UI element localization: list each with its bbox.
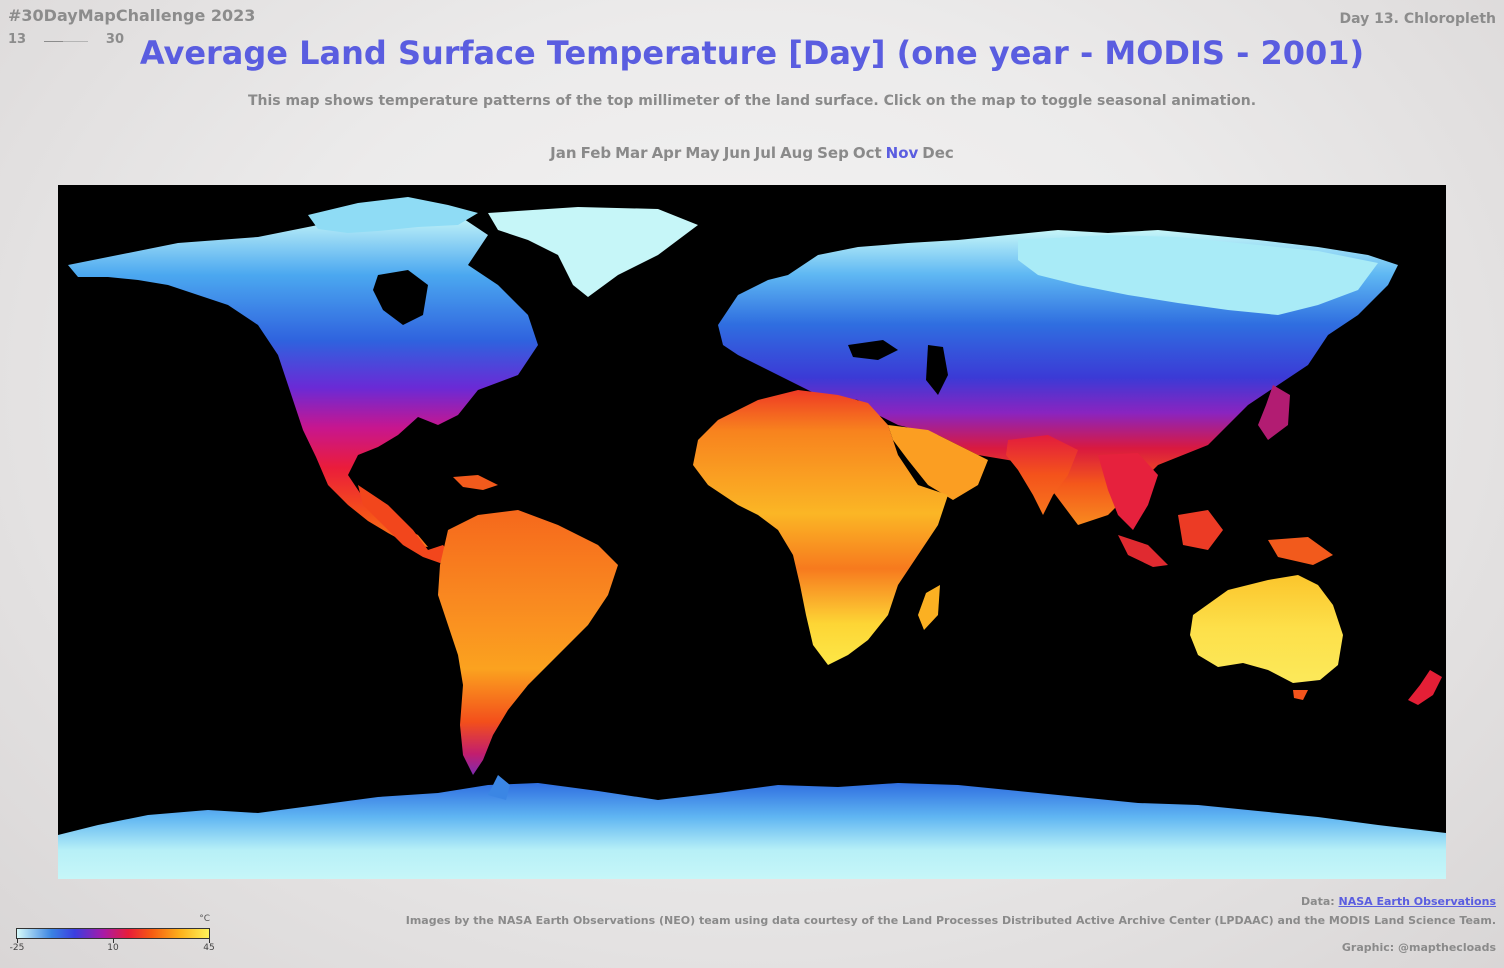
- siberia: [1018, 235, 1378, 315]
- month-jul[interactable]: Jul: [754, 144, 777, 162]
- sumatra: [1118, 535, 1168, 567]
- australia: [1190, 575, 1343, 683]
- legend-bar: [16, 928, 210, 939]
- month-jan[interactable]: Jan: [550, 144, 577, 162]
- legend-label-min: -25: [9, 943, 25, 953]
- africa: [693, 390, 948, 665]
- caspian-sea: [926, 345, 948, 395]
- month-mar[interactable]: Mar: [615, 144, 648, 162]
- legend-unit: °C: [199, 914, 210, 924]
- progress-fill: [44, 41, 64, 42]
- data-source-link[interactable]: NASA Earth Observations: [1338, 895, 1496, 908]
- new-guinea: [1268, 537, 1333, 565]
- month-oct[interactable]: Oct: [852, 144, 882, 162]
- caribbean: [453, 475, 498, 490]
- legend-tick-mid: [113, 939, 114, 943]
- arabia: [888, 425, 988, 500]
- month-aug[interactable]: Aug: [780, 144, 814, 162]
- hudson-bay: [373, 270, 428, 325]
- india: [1006, 435, 1078, 515]
- month-sep[interactable]: Sep: [817, 144, 849, 162]
- madagascar: [918, 585, 940, 630]
- central-america: [358, 485, 453, 563]
- month-dec[interactable]: Dec: [922, 144, 954, 162]
- legend-label-mid: 10: [107, 943, 119, 953]
- day-label: Day 13. Chloropleth: [1339, 11, 1496, 27]
- legend-tick-max: [209, 939, 210, 943]
- japan: [1258, 385, 1290, 440]
- progress-current: 13: [8, 32, 27, 47]
- borneo: [1178, 510, 1223, 550]
- legend-label-max: 45: [203, 943, 215, 953]
- world-map-svg: [58, 185, 1446, 879]
- progress-indicator: 13 30: [8, 32, 124, 50]
- progress-track: [44, 41, 88, 42]
- month-may[interactable]: May: [685, 144, 720, 162]
- data-source: Data: NASA Earth Observations: [1301, 895, 1496, 908]
- data-source-prefix: Data:: [1301, 895, 1339, 908]
- page-title: Average Land Surface Temperature [Day] (…: [139, 34, 1365, 72]
- challenge-title: #30DayMapChallenge 2023: [8, 6, 256, 25]
- black-sea: [848, 340, 898, 360]
- month-apr[interactable]: Apr: [651, 144, 682, 162]
- month-jun[interactable]: Jun: [723, 144, 751, 162]
- image-credit: Images by the NASA Earth Observations (N…: [405, 914, 1496, 927]
- page-subtitle: This map shows temperature patterns of t…: [247, 93, 1257, 109]
- new-zealand: [1408, 670, 1442, 705]
- antarctic-peninsula: [488, 775, 510, 800]
- greenland: [488, 207, 698, 297]
- color-legend: °C -25 10 45: [10, 912, 216, 956]
- temperature-map[interactable]: [58, 185, 1446, 879]
- month-feb[interactable]: Feb: [580, 144, 612, 162]
- tasmania: [1293, 690, 1308, 700]
- south-america: [438, 510, 618, 775]
- southeast-asia: [1098, 453, 1158, 530]
- progress-total: 30: [105, 32, 124, 47]
- month-selector: Jan Feb Mar Apr May Jun Jul Aug Sep Oct Nov Dec: [0, 144, 1504, 162]
- antarctica: [58, 783, 1446, 879]
- legend-tick-min: [17, 939, 18, 943]
- month-nov[interactable]: Nov: [885, 144, 919, 162]
- graphic-credit: Graphic: @mapthecloads: [1341, 941, 1496, 954]
- arctic-islands: [308, 197, 478, 233]
